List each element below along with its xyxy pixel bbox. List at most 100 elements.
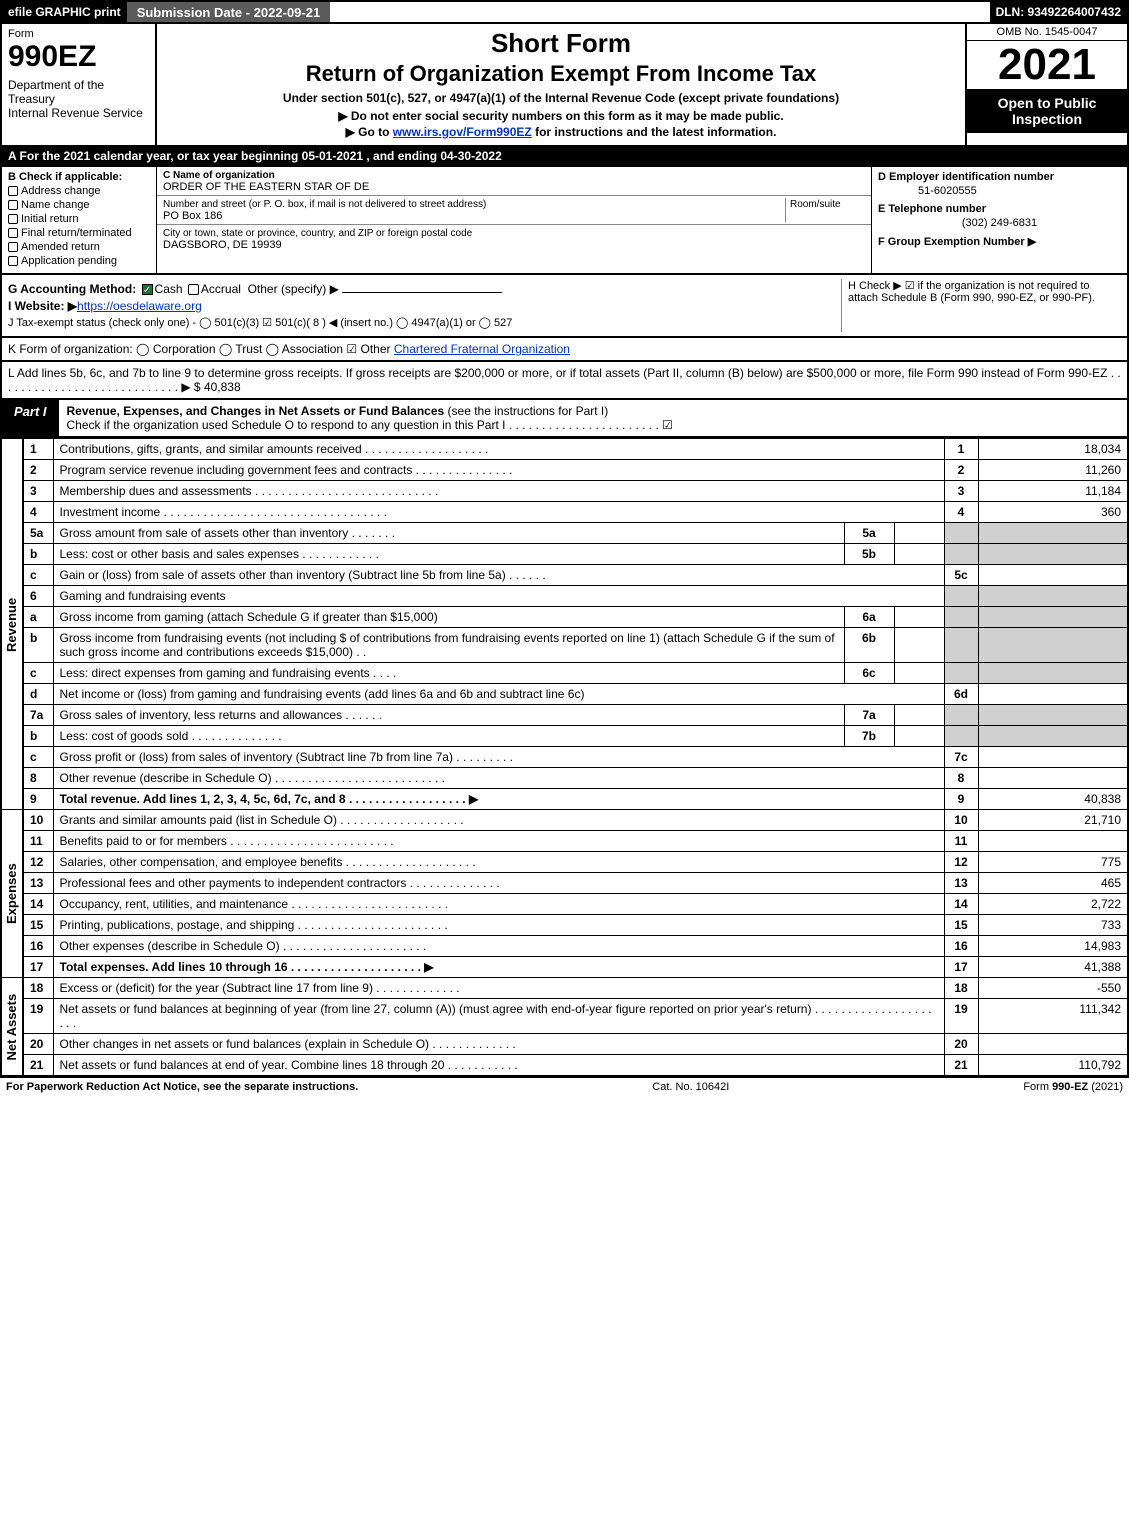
line-number: 13 xyxy=(23,873,53,894)
line-box xyxy=(944,544,978,565)
line-desc: Other changes in net assets or fund bala… xyxy=(53,1034,944,1055)
line-row: 19Net assets or fund balances at beginni… xyxy=(1,999,1128,1034)
section-side-label: Net Assets xyxy=(1,978,23,1077)
sub-box: 6a xyxy=(844,607,894,628)
line-number: 4 xyxy=(23,502,53,523)
chk-application-pending[interactable]: Application pending xyxy=(8,255,150,267)
line-amount: 41,388 xyxy=(978,957,1128,978)
sub-box: 7a xyxy=(844,705,894,726)
c-room-label: Room/suite xyxy=(790,199,841,210)
org-info-block: B Check if applicable: Address change Na… xyxy=(0,167,1129,275)
line-amount xyxy=(978,544,1128,565)
line-desc: Other expenses (describe in Schedule O) … xyxy=(53,936,944,957)
line-desc: Excess or (deficit) for the year (Subtra… xyxy=(53,978,944,999)
line-row: 20Other changes in net assets or fund ba… xyxy=(1,1034,1128,1055)
line-box: 15 xyxy=(944,915,978,936)
org-name: ORDER OF THE EASTERN STAR OF DE xyxy=(163,181,369,193)
line-row: 11Benefits paid to or for members . . . … xyxy=(1,831,1128,852)
line-desc: Other revenue (describe in Schedule O) .… xyxy=(53,768,944,789)
efile-label[interactable]: efile GRAPHIC print xyxy=(2,2,127,22)
line-box: 12 xyxy=(944,852,978,873)
line-desc: Net income or (loss) from gaming and fun… xyxy=(53,684,944,705)
chk-address-change[interactable]: Address change xyxy=(8,185,150,197)
line-number: 15 xyxy=(23,915,53,936)
line-number: 19 xyxy=(23,999,53,1034)
line-number: 6 xyxy=(23,586,53,607)
line-row: cLess: direct expenses from gaming and f… xyxy=(1,663,1128,684)
h-schedule-b: H Check ▶ ☑ if the organization is not r… xyxy=(841,279,1121,332)
sub-val xyxy=(894,628,944,663)
line-desc: Salaries, other compensation, and employ… xyxy=(53,852,944,873)
group-exemption-label: F Group Exemption Number ▶ xyxy=(878,235,1121,248)
chk-amended-return[interactable]: Amended return xyxy=(8,241,150,253)
part1-header: Part I Revenue, Expenses, and Changes in… xyxy=(0,400,1129,438)
line-desc: Investment income . . . . . . . . . . . … xyxy=(53,502,944,523)
line-row: 3Membership dues and assessments . . . .… xyxy=(1,481,1128,502)
line-number: 16 xyxy=(23,936,53,957)
line-amount: 360 xyxy=(978,502,1128,523)
part1-check: Check if the organization used Schedule … xyxy=(67,418,673,432)
line-box: 5c xyxy=(944,565,978,586)
tel-value: (302) 249-6831 xyxy=(878,215,1121,235)
line-box xyxy=(944,663,978,684)
irs-link[interactable]: www.irs.gov/Form990EZ xyxy=(393,125,532,139)
line-number: 12 xyxy=(23,852,53,873)
line-number: d xyxy=(23,684,53,705)
line-box: 11 xyxy=(944,831,978,852)
c-street-label: Number and street (or P. O. box, if mail… xyxy=(163,199,486,210)
line-box: 6d xyxy=(944,684,978,705)
sub-val xyxy=(894,663,944,684)
line-row: 8Other revenue (describe in Schedule O) … xyxy=(1,768,1128,789)
line-row: 14Occupancy, rent, utilities, and mainte… xyxy=(1,894,1128,915)
gross-receipts-amt: 40,838 xyxy=(204,380,241,394)
line-amount xyxy=(978,1034,1128,1055)
section-k: K Form of organization: ◯ Corporation ◯ … xyxy=(0,338,1129,362)
chk-final-return[interactable]: Final return/terminated xyxy=(8,227,150,239)
line-number: c xyxy=(23,747,53,768)
line-row: 5aGross amount from sale of assets other… xyxy=(1,523,1128,544)
c-name-label: C Name of organization xyxy=(163,170,275,181)
line-amount: 465 xyxy=(978,873,1128,894)
line-row: dNet income or (loss) from gaming and fu… xyxy=(1,684,1128,705)
chk-accrual[interactable] xyxy=(188,284,199,295)
i-website: I Website: ▶https://oesdelaware.org xyxy=(8,299,841,313)
line-desc: Membership dues and assessments . . . . … xyxy=(53,481,944,502)
col-d-ein: D Employer identification number 51-6020… xyxy=(872,167,1127,273)
form-label: Form xyxy=(8,28,149,40)
line-box xyxy=(944,726,978,747)
form-number: 990EZ xyxy=(8,40,149,74)
line-amount xyxy=(978,565,1128,586)
sub-val xyxy=(894,544,944,565)
website-link[interactable]: https://oesdelaware.org xyxy=(77,299,202,313)
line-number: 10 xyxy=(23,810,53,831)
line-number: 7a xyxy=(23,705,53,726)
chk-name-change[interactable]: Name change xyxy=(8,199,150,211)
line-box: 18 xyxy=(944,978,978,999)
chk-initial-return[interactable]: Initial return xyxy=(8,213,150,225)
chk-cash[interactable]: ✓ xyxy=(142,284,153,295)
line-amount: -550 xyxy=(978,978,1128,999)
line-number: a xyxy=(23,607,53,628)
submission-date: Submission Date - 2022-09-21 xyxy=(127,2,331,22)
line-box: 9 xyxy=(944,789,978,810)
line-amount xyxy=(978,663,1128,684)
form-header: Form 990EZ Department of the Treasury In… xyxy=(0,24,1129,147)
line-row: Revenue1Contributions, gifts, grants, an… xyxy=(1,439,1128,460)
section-side-label: Expenses xyxy=(1,810,23,978)
footer-mid: Cat. No. 10642I xyxy=(652,1081,729,1093)
sub-box: 6b xyxy=(844,628,894,663)
org-street: PO Box 186 xyxy=(163,210,222,222)
line-amount: 111,342 xyxy=(978,999,1128,1034)
line-number: 20 xyxy=(23,1034,53,1055)
line-row: 4Investment income . . . . . . . . . . .… xyxy=(1,502,1128,523)
line-amount xyxy=(978,523,1128,544)
line-number: 14 xyxy=(23,894,53,915)
line-amount xyxy=(978,684,1128,705)
line-box: 4 xyxy=(944,502,978,523)
line-row: cGain or (loss) from sale of assets othe… xyxy=(1,565,1128,586)
omb-number: OMB No. 1545-0047 xyxy=(967,24,1127,41)
sub-val xyxy=(894,607,944,628)
section-ghij: G Accounting Method: ✓Cash Accrual Other… xyxy=(0,275,1129,338)
line-row: Net Assets18Excess or (deficit) for the … xyxy=(1,978,1128,999)
form-title-box: Short Form Return of Organization Exempt… xyxy=(157,24,967,145)
